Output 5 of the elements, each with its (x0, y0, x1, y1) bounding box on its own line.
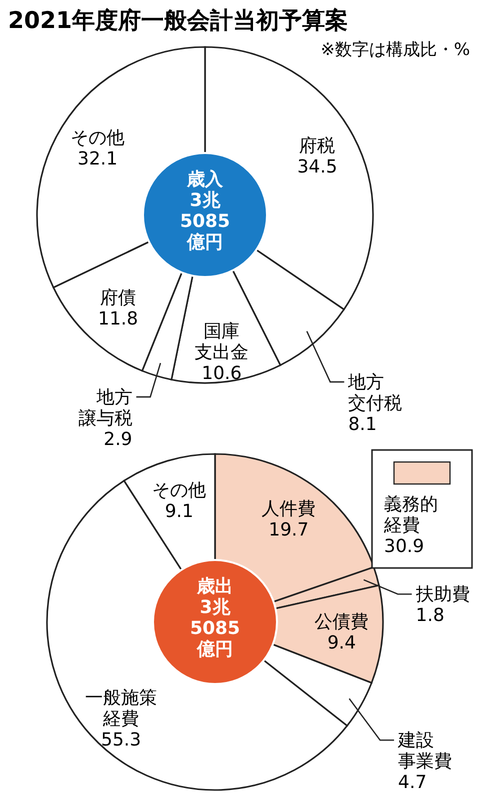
title: 2021年度府一般会計当初予算案 (8, 8, 348, 34)
center-note: 歳入3兆5085億円 (180, 169, 230, 253)
center-note: 歳出3兆5085億円 (190, 576, 240, 660)
legend-text: 義務的経費30.9 (384, 494, 438, 557)
subtitle: ※数字は構成比・% (320, 40, 470, 60)
